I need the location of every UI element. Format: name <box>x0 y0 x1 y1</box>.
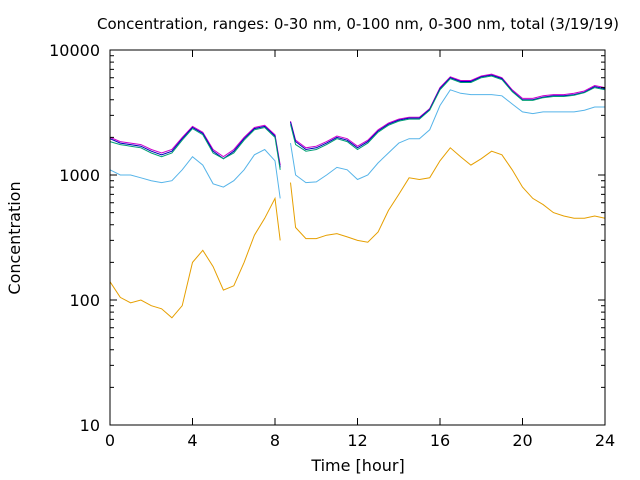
series-line-2 <box>109 74 606 168</box>
y-tick-label: 100 <box>69 291 100 310</box>
plot-frame <box>109 49 606 426</box>
x-tick-label: 20 <box>512 431 532 450</box>
series-line-3 <box>109 75 606 170</box>
y-tick-label: 10 <box>80 416 100 435</box>
x-tick-label: 16 <box>430 431 450 450</box>
series-line-4 <box>109 89 605 199</box>
x-tick-label: 12 <box>347 431 367 450</box>
chart-title: Concentration, ranges: 0-30 nm, 0-100 nm… <box>97 15 619 33</box>
y-axis: 10 100 1000 10000 <box>49 41 605 435</box>
series-line-1 <box>109 73 606 166</box>
x-tick-label: 4 <box>187 431 197 450</box>
x-tick-label: 24 <box>595 431 615 450</box>
x-tick-label: 8 <box>270 431 280 450</box>
y-tick-label: 1000 <box>59 166 100 185</box>
series-line-5 <box>109 147 606 319</box>
x-axis-label: Time [hour] <box>310 456 404 475</box>
x-axis: 0 4 8 12 16 20 24 <box>105 50 615 450</box>
y-axis-label: Concentration <box>5 181 24 294</box>
y-tick-label: 10000 <box>49 41 100 60</box>
series-group <box>109 73 606 319</box>
x-tick-label: 0 <box>105 431 115 450</box>
